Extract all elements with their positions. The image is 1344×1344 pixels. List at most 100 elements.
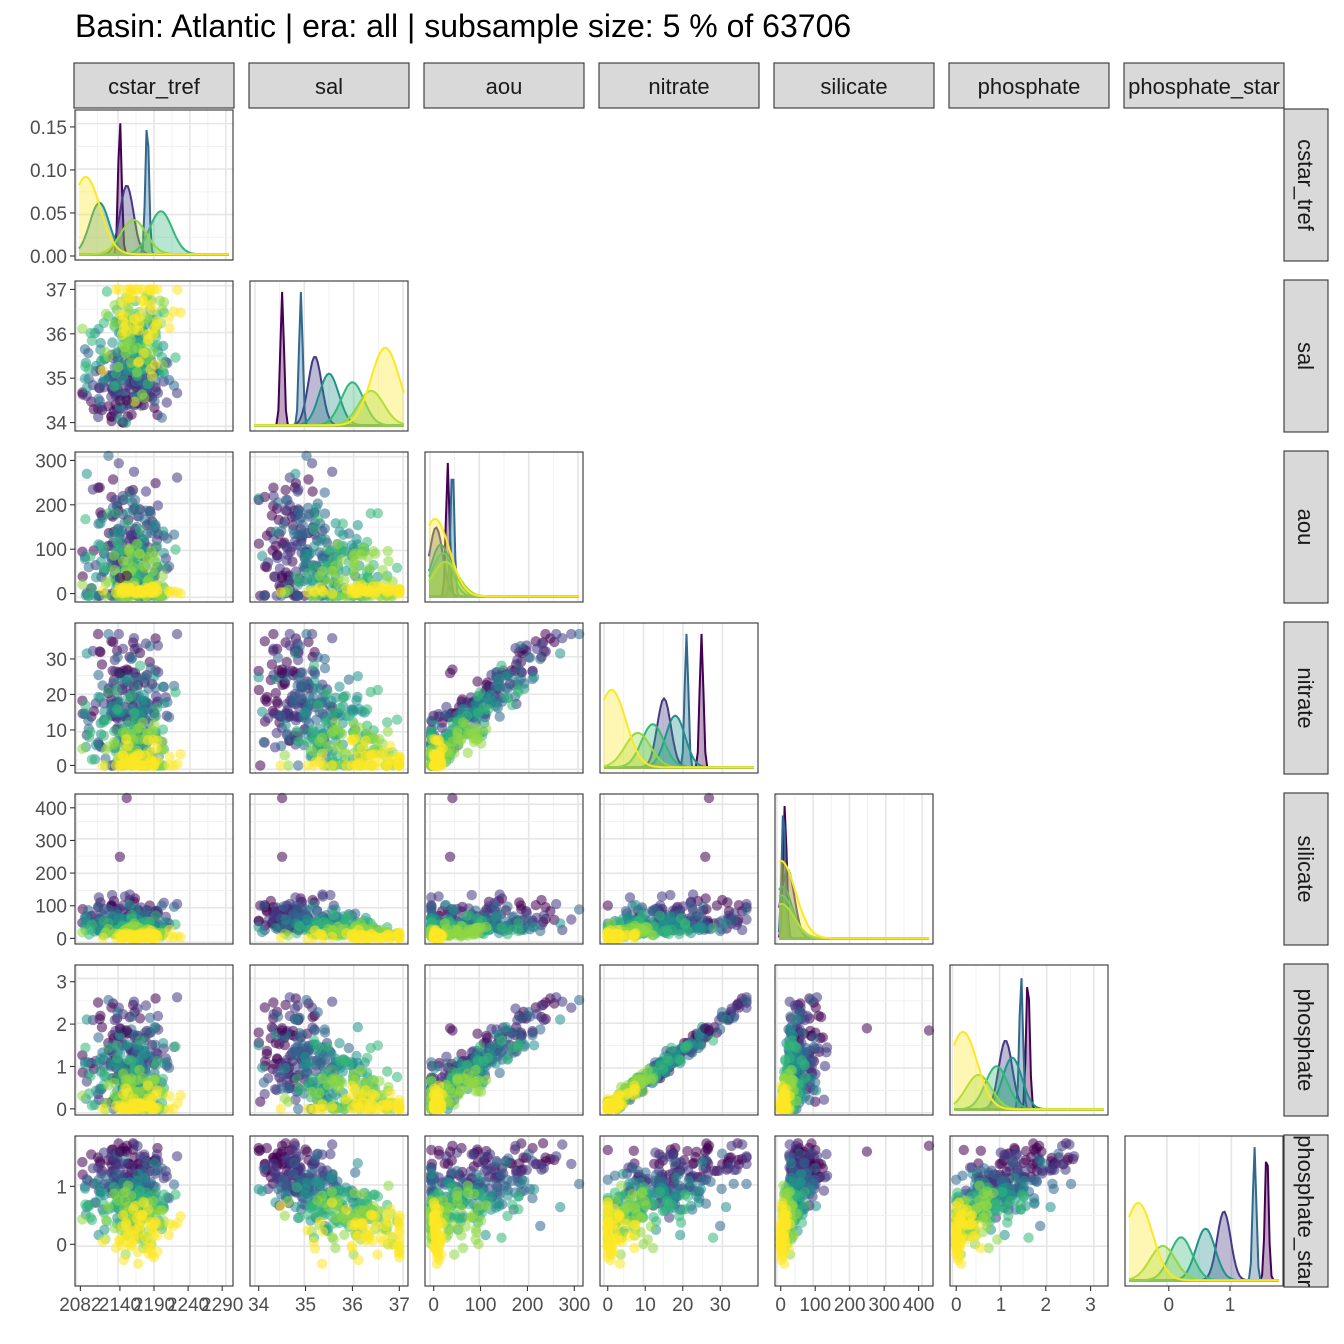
- scatter-point: [97, 1103, 109, 1115]
- scatter-point: [139, 562, 150, 574]
- scatter-point: [334, 681, 345, 692]
- scatter-point: [138, 931, 149, 943]
- scatter-point: [290, 648, 301, 659]
- scatter-point: [353, 760, 364, 771]
- scatter-point: [431, 929, 442, 940]
- scatter-point: [140, 1000, 152, 1011]
- scatter-point: [555, 648, 566, 659]
- scatter-point: [98, 542, 110, 553]
- scatter-point: [258, 736, 269, 748]
- scatter-point: [154, 295, 166, 306]
- scatter-point: [114, 667, 126, 679]
- scatter-point: [555, 918, 566, 929]
- scatter-point: [257, 706, 268, 717]
- scatter-point: [168, 529, 180, 540]
- scatter-point: [109, 725, 120, 737]
- scatter-point: [384, 930, 396, 941]
- strip-right-label: sal: [1293, 342, 1318, 370]
- scatter-point: [301, 994, 312, 1006]
- strip-top-bg: [948, 62, 1110, 109]
- strip-right-bg: [1283, 621, 1329, 775]
- panel-border: [74, 451, 234, 603]
- scatter-point: [319, 653, 330, 665]
- scatter-point: [276, 740, 287, 752]
- scatter-point: [96, 659, 108, 670]
- scatter-point: [253, 1040, 264, 1051]
- scatter-point: [290, 1014, 301, 1025]
- strip-right-silicate: silicate: [1283, 792, 1329, 946]
- strip-top-label: silicate: [820, 74, 887, 99]
- panel-sal-vs-sal: [249, 280, 409, 432]
- density-line: [254, 346, 405, 427]
- scatter-point: [123, 1087, 134, 1099]
- scatter-point: [253, 672, 264, 683]
- scatter-point: [151, 1055, 163, 1067]
- scatter-point: [343, 1042, 354, 1054]
- scatter-point: [391, 714, 403, 725]
- scatter-point: [289, 1050, 300, 1061]
- scatter-point: [301, 450, 312, 461]
- strip-right-label: phosphate_star: [1293, 1135, 1318, 1287]
- scatter-point: [128, 466, 140, 477]
- strip-right-phosphate_star: phosphate_star: [1283, 1134, 1329, 1288]
- scatter-point: [316, 748, 328, 759]
- scatter-point: [138, 760, 149, 771]
- density-area: [79, 202, 229, 256]
- scatter-point: [291, 725, 302, 737]
- scatter-point: [259, 1088, 270, 1100]
- strip-right-cstar_tref: cstar_tref: [1283, 108, 1329, 262]
- scatter-point: [114, 395, 126, 406]
- scatter-point: [79, 1059, 91, 1070]
- scatter-point: [124, 889, 135, 900]
- scatter-point: [94, 396, 106, 407]
- scatter-point: [135, 660, 146, 671]
- scatter-point: [114, 526, 126, 537]
- scatter-point: [117, 555, 129, 567]
- scatter-point: [259, 636, 270, 647]
- scatter-point: [307, 560, 319, 572]
- scatter-point: [157, 560, 169, 572]
- scatter-point: [112, 652, 123, 663]
- scatter-point: [606, 929, 617, 940]
- scatter-point: [566, 914, 577, 925]
- scatter-point: [289, 697, 300, 708]
- scatter-point: [152, 387, 164, 399]
- scatter-point: [120, 493, 132, 504]
- scatter-point: [308, 1035, 320, 1046]
- scatter-point: [121, 326, 132, 337]
- scatter-point: [280, 494, 292, 506]
- scatter-point: [170, 687, 181, 698]
- scatter-point: [103, 1042, 114, 1054]
- scatter-point: [472, 676, 483, 687]
- strip-top-bg: [598, 62, 760, 109]
- scatter-point: [111, 508, 123, 519]
- density-area: [254, 382, 404, 427]
- scatter-point: [290, 468, 301, 479]
- scatter-point: [123, 292, 134, 304]
- scatter-point: [308, 524, 320, 535]
- scatter-point: [103, 686, 114, 698]
- scatter-point: [301, 628, 312, 640]
- panel-phosphate-vs-sal: [249, 964, 409, 1116]
- scatter-point: [272, 552, 283, 564]
- scatter-point: [335, 1055, 346, 1067]
- scatter-point: [135, 524, 146, 535]
- density-area: [254, 373, 404, 427]
- scatter-point: [164, 322, 175, 334]
- scatter-point: [513, 686, 524, 698]
- scatter-point: [448, 904, 459, 915]
- scatter-point: [391, 562, 403, 573]
- scatter-point: [109, 381, 120, 392]
- scatter-point: [87, 484, 99, 495]
- scatter-point: [551, 628, 562, 640]
- scatter-point: [362, 1052, 373, 1064]
- scatter-point: [114, 851, 126, 862]
- scatter-point: [351, 695, 362, 706]
- scatter-point: [311, 502, 322, 514]
- scatter-point: [289, 528, 300, 540]
- scatter-point: [122, 1054, 134, 1065]
- scatter-point: [163, 1103, 174, 1115]
- scatter-point: [103, 351, 114, 362]
- scatter-point: [260, 694, 271, 705]
- scatter-point: [312, 700, 324, 711]
